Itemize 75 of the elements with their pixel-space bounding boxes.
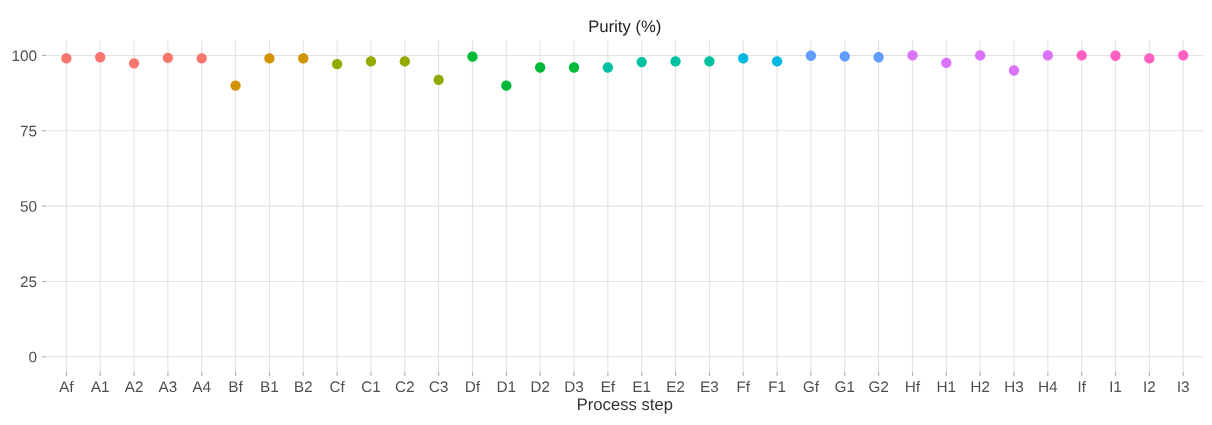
point [501,80,512,91]
x-tick-label: C3 [429,381,448,393]
point [1042,50,1053,61]
x-tick-label: D3 [565,381,584,393]
x-tick-label: E1 [633,381,651,392]
x-tick-label: D2 [531,381,550,392]
point [365,56,377,67]
x-tick-label: Ff [737,380,751,392]
y-tick-label: 100 [12,50,37,62]
y-tick-label: 25 [20,276,37,288]
y-tick-label: 50 [20,200,37,212]
x-tick-label: A3 [158,381,177,393]
x-tick-label: D1 [497,381,516,392]
x-tick-label: Df [466,380,481,392]
point [95,52,106,63]
x-tick-label: C2 [395,381,414,393]
x-tick-label: I2 [1144,381,1155,392]
point [873,52,884,63]
x-tick-label: B2 [295,381,312,392]
point [805,50,817,61]
x-tick-label: Ef [601,380,616,392]
point [535,62,546,73]
x-tick-label: B1 [261,381,279,392]
x-tick-label: Gf [803,380,820,393]
point [670,56,681,67]
chart-title: Purity (%) [589,19,661,36]
x-tick-label: G1 [835,381,855,393]
y-tick-label: 75 [20,125,37,137]
x-tick-label: E2 [667,381,685,392]
point [196,53,207,64]
x-tick-label: C1 [361,381,380,393]
point [264,53,275,64]
point [568,62,580,73]
point [467,51,478,62]
point [907,50,918,61]
x-axis-title: Process step [577,398,673,414]
point [738,53,749,64]
x-tick-label: Bf [229,380,243,392]
point [1076,50,1087,61]
y-tick-label: 0 [29,351,37,363]
point [1008,65,1020,76]
point [602,62,614,73]
point [1110,50,1121,61]
x-tick-label: G2 [869,381,889,393]
point [230,80,241,91]
point [298,53,309,64]
point [128,58,140,69]
point [162,52,174,63]
x-tick-label: E3 [701,381,719,393]
x-tick-label: H3 [1005,381,1024,393]
point [771,56,783,67]
x-tick-label: A1 [90,381,109,392]
x-tick-label: H4 [1039,381,1058,392]
point [839,51,850,62]
x-tick-label: Hf [906,380,921,392]
x-tick-label: If [1078,380,1086,392]
x-tick-label: I3 [1178,381,1189,393]
point [433,74,444,85]
x-tick-label: A4 [192,381,211,392]
x-tick-label: F1 [769,381,786,392]
point [941,57,952,69]
point [399,56,410,67]
point [1178,50,1189,61]
point [61,53,72,64]
x-tick-label: Af [59,380,74,392]
x-tick-label: I1 [1110,381,1122,392]
point [1144,53,1155,64]
point [975,50,986,61]
point [636,56,647,68]
x-tick-label: H2 [971,381,990,392]
point [704,56,715,67]
x-tick-label: A2 [124,381,143,392]
x-tick-label: H1 [937,381,956,392]
x-tick-label: Cf [330,380,345,393]
point [331,59,343,70]
